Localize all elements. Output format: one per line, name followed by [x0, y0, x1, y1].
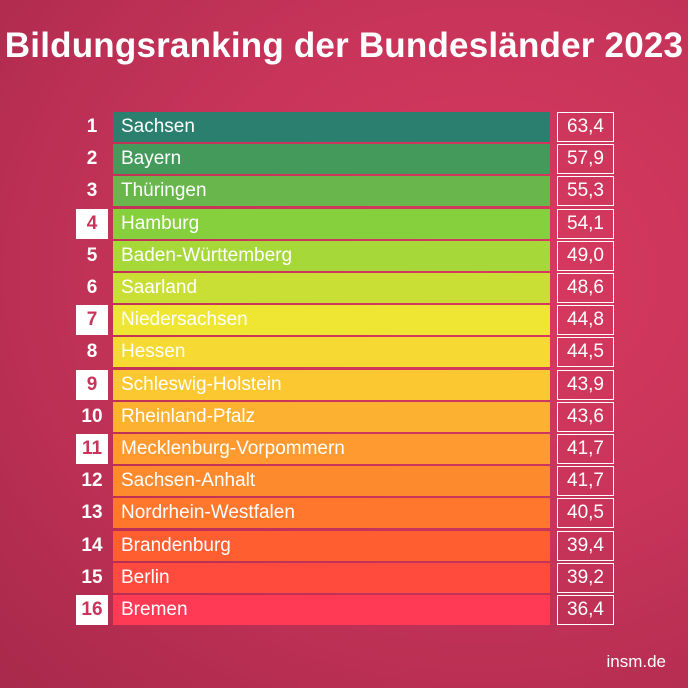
value-label: 43,9 — [557, 369, 614, 400]
bar: Saarland — [113, 273, 550, 303]
value-label: 55,3 — [557, 176, 614, 207]
value-label: 44,8 — [557, 305, 614, 336]
chart-title: Bildungsranking der Bundesländer 2023 — [4, 26, 684, 65]
rank-label: 14 — [81, 534, 103, 556]
table-row: 10 Rheinland-Pfalz 43,6 — [0, 401, 688, 432]
bar: Brandenburg — [113, 530, 550, 561]
bar: Baden-Württemberg — [113, 240, 550, 271]
bar: Bayern — [113, 144, 550, 175]
value-label: 54,1 — [557, 208, 614, 239]
value-label: 39,4 — [557, 530, 614, 561]
table-row: 6 Saarland 48,6 — [0, 273, 688, 303]
bar: Mecklenburg-Vorpommern — [113, 434, 550, 464]
bar: Sachsen — [113, 112, 550, 142]
bar: Nordrhein-Westfalen — [113, 498, 550, 529]
value-label: 36,4 — [557, 595, 614, 625]
rank-label: 16 — [76, 595, 108, 625]
rank-label: 7 — [76, 305, 108, 336]
value-label: 49,0 — [557, 240, 614, 271]
rank-label: 15 — [81, 566, 103, 588]
value-label: 40,5 — [557, 498, 614, 529]
bar: Niedersachsen — [113, 305, 550, 336]
bar: Schleswig-Holstein — [113, 369, 550, 400]
rank-label: 4 — [76, 208, 108, 239]
rank-label: 5 — [86, 244, 98, 266]
table-row: 12 Sachsen-Anhalt 41,7 — [0, 466, 688, 497]
table-row: 1 Sachsen 63,4 — [0, 112, 688, 142]
value-label: 63,4 — [557, 112, 614, 142]
table-row: 5 Baden-Württemberg 49,0 — [0, 240, 688, 271]
rank-label: 9 — [76, 369, 108, 400]
table-row: 15 Berlin 39,2 — [0, 562, 688, 593]
rank-label: 12 — [81, 470, 103, 492]
value-label: 41,7 — [557, 434, 614, 464]
table-row: 4 Hamburg 54,1 — [0, 208, 688, 239]
bar: Berlin — [113, 562, 550, 593]
bar: Bremen — [113, 595, 550, 625]
value-label: 39,2 — [557, 562, 614, 593]
rank-label: 8 — [86, 341, 98, 363]
table-row: 13 Nordrhein-Westfalen 40,5 — [0, 498, 688, 529]
rank-label: 1 — [86, 116, 98, 137]
bar: Hamburg — [113, 208, 550, 239]
rank-label: 13 — [81, 502, 103, 524]
rank-label: 6 — [86, 277, 98, 298]
table-row: 14 Brandenburg 39,4 — [0, 530, 688, 561]
value-label: 57,9 — [557, 144, 614, 175]
value-label: 48,6 — [557, 273, 614, 303]
rank-label: 11 — [76, 434, 108, 464]
table-row: 7 Niedersachsen 44,8 — [0, 305, 688, 336]
value-label: 44,5 — [557, 337, 614, 368]
bar: Sachsen-Anhalt — [113, 466, 550, 497]
table-row: 8 Hessen 44,5 — [0, 337, 688, 368]
bar: Hessen — [113, 337, 550, 368]
table-row: 11 Mecklenburg-Vorpommern 41,7 — [0, 434, 688, 464]
bar: Rheinland-Pfalz — [113, 401, 550, 432]
value-label: 41,7 — [557, 466, 614, 497]
rank-label: 10 — [81, 405, 103, 427]
rank-label: 2 — [86, 148, 98, 170]
table-row: 2 Bayern 57,9 — [0, 144, 688, 175]
value-label: 43,6 — [557, 401, 614, 432]
rank-label: 3 — [86, 180, 98, 202]
table-row: 3 Thüringen 55,3 — [0, 176, 688, 207]
table-row: 16 Bremen 36,4 — [0, 595, 688, 625]
source-label: insm.de — [606, 652, 666, 671]
bar: Thüringen — [113, 176, 550, 207]
table-row: 9 Schleswig-Holstein 43,9 — [0, 369, 688, 400]
